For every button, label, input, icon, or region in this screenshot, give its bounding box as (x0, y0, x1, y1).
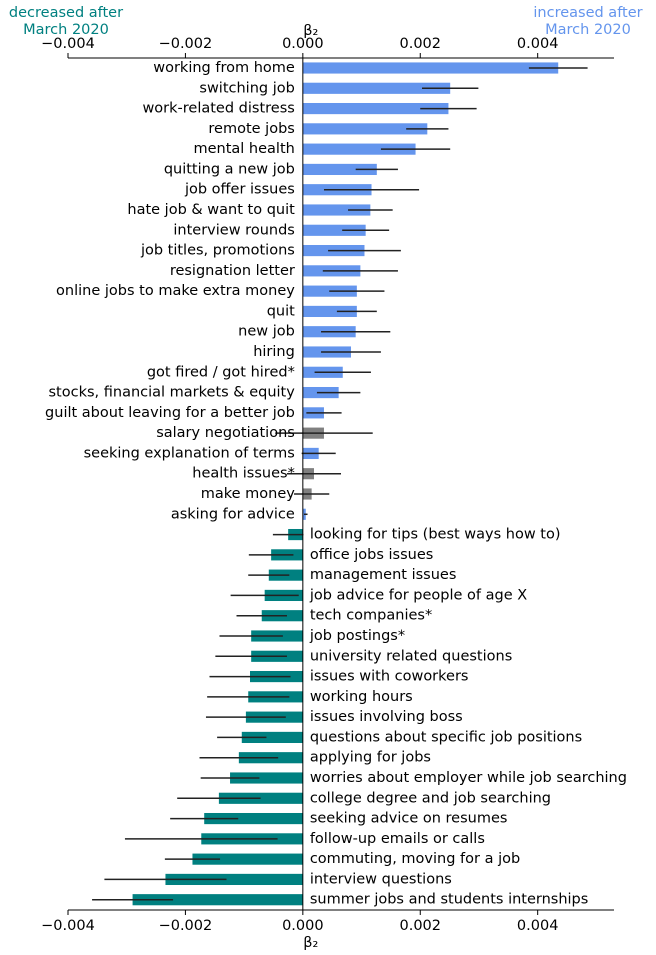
category-label: follow-up emails or calls (310, 831, 485, 847)
category-label: health issues* (192, 466, 295, 482)
category-label: hate job & want to quit (127, 202, 295, 218)
category-label: worries about employer while job searchi… (310, 770, 627, 786)
category-label: mental health (193, 141, 294, 157)
category-label: interview rounds (173, 222, 294, 238)
bar (230, 772, 303, 784)
category-label: job offer issues (184, 182, 295, 198)
bar (302, 204, 371, 216)
x-tick-label: 0.002 (400, 918, 442, 934)
category-label: office jobs issues (310, 547, 433, 563)
x-axis-label: β₂ (303, 23, 318, 39)
bar (302, 123, 428, 135)
category-label: switching job (199, 80, 294, 96)
category-label: university related questions (310, 648, 512, 664)
category-label: make money (201, 486, 296, 502)
x-tick-label: −0.004 (41, 918, 95, 934)
annotation: increased after (533, 5, 642, 21)
category-label: job titles, promotions (140, 243, 295, 259)
category-label: salary negotiations (156, 425, 295, 441)
x-tick-label: 0.002 (400, 36, 442, 52)
category-label: asking for advice (171, 506, 295, 522)
x-tick-label: 0.000 (282, 36, 324, 52)
category-label: commuting, moving for a job (310, 851, 520, 867)
bar (218, 792, 303, 804)
annotation: March 2020 (23, 22, 109, 38)
annotation: decreased after (9, 5, 123, 21)
category-label: summer jobs and students internships (310, 892, 589, 908)
category-label: questions about specific job positions (310, 729, 582, 745)
category-label: issues involving boss (310, 709, 463, 725)
category-label: applying for jobs (310, 750, 431, 766)
category-label: quitting a new job (164, 161, 295, 177)
category-label: remote jobs (208, 121, 294, 137)
bar (302, 82, 451, 94)
category-label: working hours (310, 689, 413, 705)
category-label: working from home (153, 60, 295, 76)
bar (302, 305, 357, 318)
bar (302, 62, 559, 74)
category-label: stocks, financial markets & equity (49, 385, 296, 401)
category-label: online jobs to make extra money (56, 283, 295, 299)
x-tick-label: −0.002 (159, 918, 213, 934)
category-label: seeking explanation of terms (84, 445, 295, 461)
category-label: seeking advice on resumes (310, 811, 508, 827)
annotation: March 2020 (545, 22, 631, 38)
category-label: tech companies* (310, 608, 432, 624)
bar (302, 224, 366, 236)
bar (241, 731, 303, 744)
bar (132, 894, 303, 906)
category-label: management issues (310, 567, 457, 583)
category-label: work-related distress (142, 101, 294, 117)
bar (302, 163, 377, 176)
category-label: guilt about leaving for a better job (45, 405, 295, 421)
category-label: job postings* (309, 628, 405, 644)
bar (165, 873, 303, 886)
category-label: college degree and job searching (310, 790, 551, 806)
category-label: issues with coworkers (310, 669, 469, 685)
category-label: quit (267, 303, 295, 319)
x-tick-label: 0.004 (517, 918, 559, 934)
bar (302, 143, 416, 155)
category-label: job advice for people of age X (309, 587, 527, 603)
bar (192, 853, 303, 865)
bar (302, 102, 449, 115)
x-tick-label: −0.002 (159, 36, 213, 52)
category-label: new job (238, 324, 295, 340)
category-label: resignation letter (170, 263, 295, 279)
x-tick-label: −0.004 (41, 36, 95, 52)
x-tick-label: 0.000 (282, 918, 324, 934)
category-label: hiring (253, 344, 295, 360)
x-axis-label: β₂ (303, 935, 318, 951)
bar (204, 812, 303, 825)
category-label: looking for tips (best ways how to) (310, 527, 561, 543)
category-label: got fired / got hired* (147, 364, 295, 380)
category-label: interview questions (310, 871, 452, 887)
x-tick-label: 0.004 (517, 36, 559, 52)
